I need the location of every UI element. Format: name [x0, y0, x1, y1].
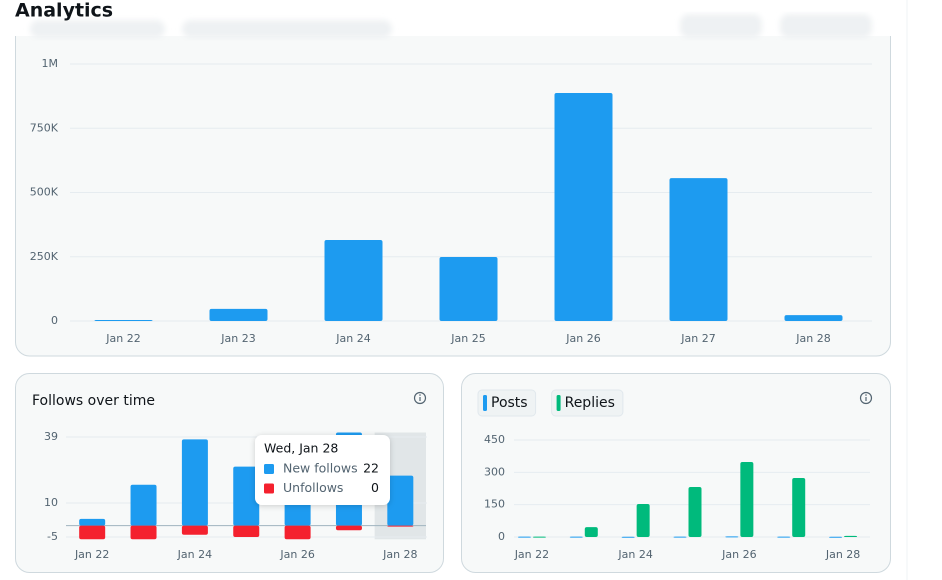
- legend-label: Replies: [565, 395, 615, 411]
- bar: [792, 477, 806, 537]
- x-tick-label: Jan 26: [565, 332, 600, 345]
- x-tick-label: Jan 26: [721, 548, 756, 561]
- y-tick-label: 0: [498, 530, 505, 543]
- bar: [621, 536, 635, 538]
- bar: [387, 475, 414, 526]
- y-tick-label: -5: [47, 530, 58, 543]
- bar: [673, 536, 687, 538]
- tooltip-value: 22: [363, 461, 379, 476]
- x-tick-label: Jan 22: [105, 332, 140, 345]
- y-tick-label: 500K: [30, 186, 59, 199]
- y-tick-label: 450: [484, 433, 505, 446]
- info-icon[interactable]: [859, 391, 873, 405]
- x-tick-label: Jan 27: [680, 332, 715, 345]
- bar: [130, 525, 157, 540]
- bar: [284, 525, 311, 540]
- y-tick-label: 750K: [30, 121, 59, 134]
- legend-toggle[interactable]: Posts: [477, 389, 537, 417]
- bar: [324, 240, 383, 321]
- tooltip-label: Unfollows: [283, 480, 343, 495]
- bar: [554, 93, 613, 321]
- bar: [233, 466, 260, 526]
- x-tick-label: Jan 24: [177, 548, 212, 561]
- x-tick-label: Jan 28: [825, 548, 860, 561]
- bar: [387, 525, 414, 527]
- bar: [181, 439, 208, 526]
- x-tick-label: Jan 28: [382, 548, 417, 561]
- bar: [209, 308, 268, 321]
- bar: [725, 536, 739, 538]
- y-tick-label: 250K: [30, 250, 59, 263]
- card: [461, 373, 891, 573]
- tooltip: Wed, Jan 28 New follows 22 Unfollows 0: [255, 435, 390, 505]
- bar: [439, 257, 498, 321]
- page-title: Analytics: [15, 0, 113, 22]
- y-tick-label: 39: [44, 430, 58, 443]
- info-icon[interactable]: [413, 391, 427, 405]
- legend-toggle[interactable]: Replies: [551, 389, 624, 417]
- x-tick-label: Jan 23: [220, 332, 255, 345]
- x-tick-label: Jan 25: [450, 332, 485, 345]
- tooltip-swatch: [264, 483, 274, 494]
- legend-button: [551, 389, 624, 417]
- legend-swatch: [556, 395, 561, 411]
- y-tick-label: 1M: [42, 57, 59, 70]
- tooltip-label: New follows: [283, 461, 358, 476]
- bar: [829, 536, 843, 538]
- bar: [532, 536, 546, 538]
- y-tick-label: 10: [44, 496, 58, 509]
- x-tick-label: Jan 24: [617, 548, 652, 561]
- bar: [844, 535, 858, 537]
- x-tick-label: Jan 22: [74, 548, 109, 561]
- bar: [79, 518, 106, 526]
- bar: [94, 319, 153, 321]
- tooltip-swatch: [264, 464, 274, 474]
- legend-button: [477, 389, 537, 417]
- bar: [517, 536, 531, 538]
- y-tick-label: 300: [484, 465, 505, 478]
- bar: [233, 525, 260, 538]
- bar: [569, 536, 583, 538]
- bar: [784, 315, 843, 321]
- card-title: Follows over time: [32, 393, 155, 409]
- tooltip-title: Wed, Jan 28: [264, 441, 338, 456]
- legend-swatch: [483, 395, 487, 411]
- bar: [688, 486, 702, 537]
- legend-label: Posts: [491, 395, 528, 411]
- x-tick-label: Jan 24: [335, 332, 370, 345]
- bar: [584, 527, 598, 537]
- blurred-controls: [30, 14, 872, 38]
- bar: [79, 525, 106, 540]
- bar: [740, 461, 754, 537]
- x-tick-label: Jan 26: [279, 548, 314, 561]
- x-tick-label: Jan 22: [514, 548, 549, 561]
- bar: [669, 178, 728, 321]
- bar: [130, 484, 157, 526]
- y-tick-label: 0: [51, 314, 58, 327]
- tooltip-value: 0: [371, 480, 379, 495]
- y-tick-label: 150: [484, 498, 505, 511]
- x-tick-label: Jan 28: [795, 332, 830, 345]
- bar: [777, 536, 791, 538]
- bar: [335, 525, 362, 531]
- bar: [636, 504, 650, 537]
- tooltip-box: [255, 435, 390, 505]
- bar: [181, 525, 208, 535]
